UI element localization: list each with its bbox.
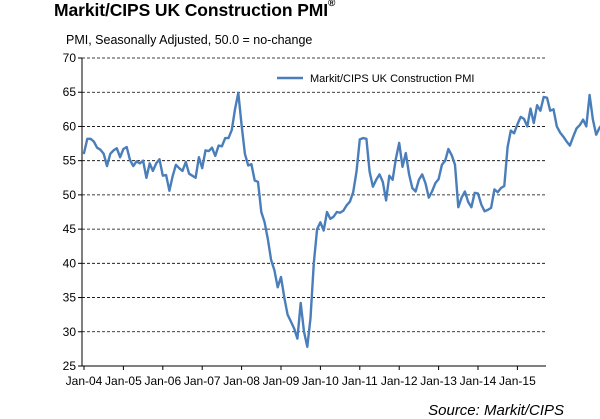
x-tick-label: Jan-14 <box>460 374 497 388</box>
series-line <box>82 91 600 348</box>
x-tick-label: Jan-08 <box>223 374 260 388</box>
y-tick-label: 70 <box>63 51 77 65</box>
y-axis: 25 30 35 40 45 50 55 60 65 70 <box>63 51 83 373</box>
x-tick-label: Jan-11 <box>342 374 378 388</box>
registered-mark: ® <box>328 0 336 9</box>
y-tick-label: 35 <box>63 291 77 305</box>
chart-subtitle: PMI, Seasonally Adjusted, 50.0 = no-chan… <box>66 33 313 47</box>
source-note: Source: Markit/CIPS <box>428 402 564 419</box>
gridlines <box>82 57 546 333</box>
y-tick-label: 25 <box>63 359 77 373</box>
y-tick-label: 55 <box>63 154 77 168</box>
x-tick-label: Jan-10 <box>302 374 339 388</box>
x-tick-label: Jan-12 <box>381 374 418 388</box>
y-tick-label: 50 <box>63 188 77 202</box>
x-tick-label: Jan-05 <box>105 374 142 388</box>
x-tick-label: Jan-09 <box>263 374 300 388</box>
y-tick-label: 65 <box>63 85 77 99</box>
x-tick-label: Jan-07 <box>184 374 221 388</box>
plot-area <box>82 91 600 348</box>
legend-label: Markit/CIPS UK Construction PMI <box>310 73 474 85</box>
x-tick-label: Jan-04 <box>66 374 103 388</box>
y-tick-label: 30 <box>63 325 77 339</box>
x-axis: Jan-04 Jan-05 Jan-06 Jan-07 Jan-08 Jan-09 Jan-… <box>66 365 546 388</box>
y-tick-label: 45 <box>63 222 77 236</box>
x-tick-label: Jan-06 <box>144 374 181 388</box>
chart-title: Markit/CIPS UK Construction PMI® <box>54 0 336 20</box>
x-tick-label: Jan-13 <box>420 374 457 388</box>
y-tick-label: 60 <box>63 119 77 133</box>
legend: Markit/CIPS UK Construction PMI <box>277 73 474 85</box>
y-tick-label: 40 <box>63 256 77 270</box>
x-tick-label: Jan-15 <box>499 374 536 388</box>
